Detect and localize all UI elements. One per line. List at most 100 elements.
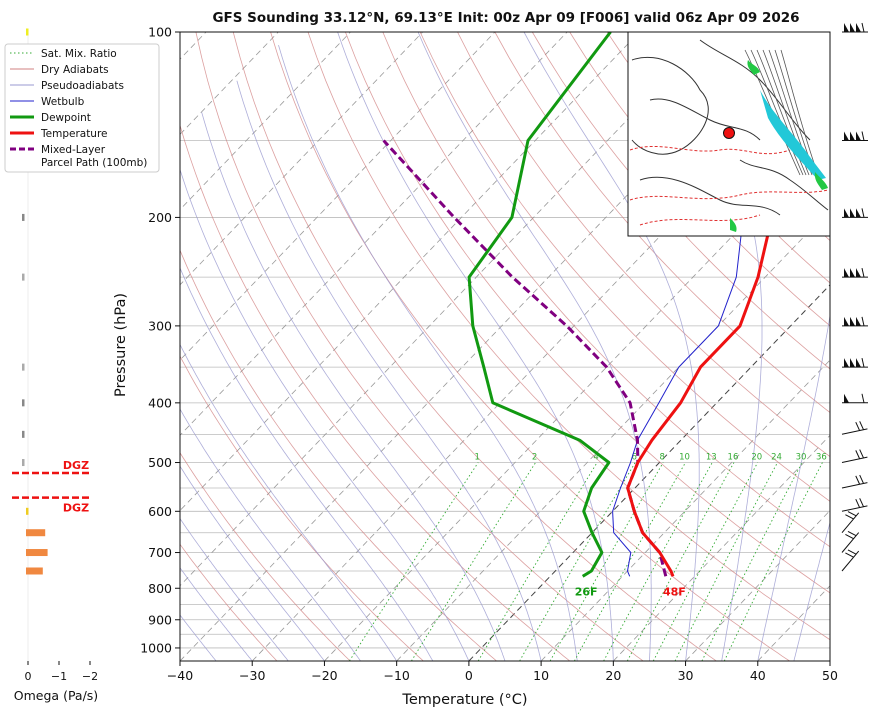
isotherm-line xyxy=(613,434,830,661)
omega-bar xyxy=(26,567,43,575)
x-tick-label: −20 xyxy=(311,668,337,683)
barb-feather xyxy=(859,474,864,484)
barb-feather xyxy=(855,421,861,431)
wind-barb xyxy=(842,357,868,368)
barb-feather xyxy=(861,267,865,278)
barb-feather xyxy=(847,530,857,537)
barb-feather xyxy=(861,22,865,33)
legend-label-dewpoint: Dewpoint xyxy=(41,112,91,124)
mixing-ratio-label: 16 xyxy=(728,453,739,463)
y-tick-label: 300 xyxy=(148,318,172,333)
barb-feather xyxy=(847,511,857,517)
wind-barb xyxy=(842,393,868,404)
dry-adiabat-line xyxy=(180,451,351,661)
isotherm-line xyxy=(180,32,496,361)
barb-flag xyxy=(856,23,861,32)
isotherm-line xyxy=(180,32,640,512)
wind-barbs xyxy=(833,22,868,661)
barb-staff xyxy=(841,456,868,463)
barb-staff xyxy=(841,512,860,534)
barb-staff-group xyxy=(841,549,860,572)
barb-feather xyxy=(847,549,857,555)
omega-axis-label: Omega (Pa/s) xyxy=(14,688,98,703)
isotherms xyxy=(180,32,830,661)
mixing-ratio-label: 30 xyxy=(796,453,807,463)
barb-flag xyxy=(844,358,849,368)
barb-staff-group xyxy=(842,357,868,368)
plot-frame xyxy=(179,31,831,662)
profile-series: 48F 26F xyxy=(382,32,774,598)
mixing-ratio-label: 4 xyxy=(593,453,598,463)
barb-feather xyxy=(855,450,861,459)
barb-staff-group xyxy=(842,208,868,218)
barb-staff-group xyxy=(842,393,868,404)
barb-staff xyxy=(841,505,868,512)
mixing-ratio-line xyxy=(411,462,536,661)
barb-staff-group xyxy=(841,530,860,553)
barb-staff xyxy=(841,550,860,572)
barb-flag xyxy=(856,316,861,326)
barb-feather xyxy=(859,421,864,430)
pseudoadiabat-line xyxy=(236,80,542,661)
omega-bar xyxy=(26,28,29,36)
y-tick-label: 200 xyxy=(148,210,172,225)
barb-feather xyxy=(859,498,864,507)
omega-bar xyxy=(26,507,29,515)
legend-label-sat_mix: Sat. Mix. Ratio xyxy=(41,48,117,60)
barb-flag xyxy=(850,208,855,218)
pseudoadiabat-line xyxy=(793,521,830,661)
dry-adiabat-line xyxy=(307,32,830,641)
legend-label-dry: Dry Adiabats xyxy=(41,64,109,76)
dry-adiabat-line xyxy=(180,543,278,661)
isotherm-line xyxy=(540,359,830,661)
pseudoadiabat-line xyxy=(180,408,361,661)
mixing-ratio-label: 8 xyxy=(660,453,665,463)
mixing-ratio-label: 10 xyxy=(679,453,690,463)
mixing-ratio-line xyxy=(674,462,778,661)
pseudoadiabat-line xyxy=(337,32,614,661)
barb-feather xyxy=(861,131,865,141)
dry-adiabat-line xyxy=(831,32,875,661)
barb-flag xyxy=(856,268,861,278)
y-tick-label: 1000 xyxy=(140,640,172,655)
isotherm-line xyxy=(324,133,830,661)
y-tick-label: 700 xyxy=(148,545,172,560)
pseudoadiabat-line xyxy=(278,44,578,661)
pseudoadiabat-line xyxy=(201,112,506,661)
barb-staff-group xyxy=(841,421,868,435)
map-isobar xyxy=(750,49,804,176)
x-tick-label: 0 xyxy=(465,668,473,683)
barb-flag xyxy=(850,358,855,368)
legend-label-parcel_1: Mixed-Layer xyxy=(41,144,106,156)
mixing-ratio-lines: 1 2 4 6 8 10 13 16 20 24 30 36 xyxy=(349,453,827,661)
map-border xyxy=(631,56,709,155)
barb-flag xyxy=(844,23,849,32)
pseudoadiabat-line xyxy=(180,465,325,661)
barb-flag xyxy=(856,131,861,141)
pseudoadiabat-line xyxy=(180,168,470,661)
isotherm-line xyxy=(685,509,830,661)
pseudoadiabat-line xyxy=(417,32,652,661)
barb-flag xyxy=(856,358,861,368)
dry-adiabat-line xyxy=(457,32,830,458)
barb-staff-group xyxy=(841,498,868,512)
dry-adiabat-line xyxy=(180,355,424,661)
map-precip-area xyxy=(760,90,826,180)
barb-feather xyxy=(861,208,865,218)
y-tick-label: 100 xyxy=(148,25,172,40)
x-tick-label: 50 xyxy=(822,668,838,683)
dry-adiabat-line xyxy=(180,249,497,661)
pseudoadiabats xyxy=(180,32,830,661)
x-tick-label: −40 xyxy=(167,668,193,683)
omega-tick-label: −1 xyxy=(51,670,67,683)
barb-flag xyxy=(850,131,855,141)
barb-flag xyxy=(850,316,855,326)
x-tick-label: 20 xyxy=(605,668,621,683)
y-tick-label: 900 xyxy=(148,612,172,627)
y-tick-label: 800 xyxy=(148,581,172,596)
barb-feather xyxy=(855,475,861,485)
map-border xyxy=(639,176,781,216)
barb-staff xyxy=(841,428,868,435)
barb-flag xyxy=(844,131,849,141)
